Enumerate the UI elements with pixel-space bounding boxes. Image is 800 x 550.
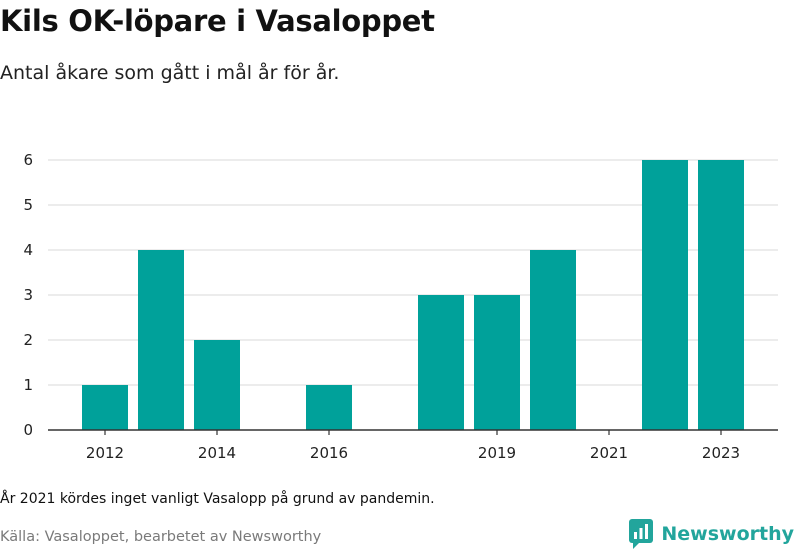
bar-2014 (194, 340, 240, 430)
x-tick-label-2012: 2012 (86, 444, 124, 462)
y-tick-label-0: 0 (23, 421, 33, 439)
y-tick-label-1: 1 (23, 376, 33, 394)
footnote: År 2021 kördes inget vanligt Vasalopp på… (0, 491, 435, 507)
brand-logo: Newsworthy (629, 519, 794, 549)
y-axis-labels: 0 1 2 3 4 5 6 (23, 151, 33, 439)
source-credit: Källa: Vasaloppet, bearbetet av Newswort… (0, 529, 322, 545)
x-axis-labels: 2012 2014 2016 2019 2021 2023 (86, 444, 740, 462)
chart-title: Kils OK-löpare i Vasaloppet (0, 4, 435, 38)
bar-2020 (530, 250, 576, 430)
bar-2023 (698, 160, 744, 430)
x-tick-label-2021: 2021 (590, 444, 628, 462)
bars (82, 160, 744, 430)
y-tick-label-2: 2 (23, 331, 33, 349)
x-tick-label-2019: 2019 (478, 444, 516, 462)
y-tick-label-3: 3 (23, 286, 33, 304)
bar-2012 (82, 385, 128, 430)
x-tick-label-2016: 2016 (310, 444, 348, 462)
brand-name: Newsworthy (661, 523, 794, 545)
bar-2016 (306, 385, 352, 430)
bar-2019 (474, 295, 520, 430)
bar-2013 (138, 250, 184, 430)
y-tick-label-6: 6 (23, 151, 33, 169)
x-tick-label-2023: 2023 (702, 444, 740, 462)
bar-2022 (642, 160, 688, 430)
y-tick-label-4: 4 (23, 241, 33, 259)
bar-chart: 0 1 2 3 4 5 6 2012 2014 2016 2019 2021 2023 (23, 151, 778, 462)
newsworthy-logo-icon (629, 519, 654, 549)
x-axis (48, 429, 778, 435)
chart-subtitle: Antal åkare som gått i mål år för år. (0, 62, 340, 84)
x-tick-label-2014: 2014 (198, 444, 236, 462)
y-tick-label-5: 5 (23, 196, 33, 214)
bar-2018 (418, 295, 464, 430)
